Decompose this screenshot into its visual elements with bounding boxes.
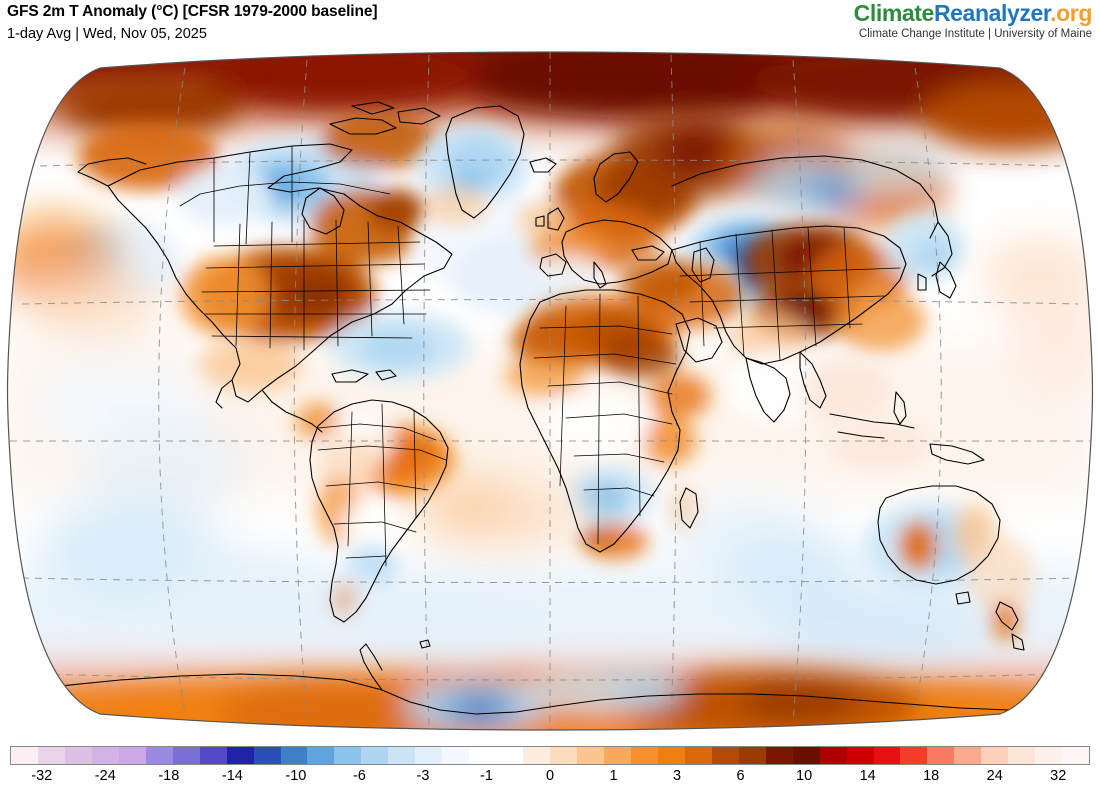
colorbar-tick-label: 14 (859, 768, 876, 784)
colorbar-swatch (657, 747, 685, 764)
colorbar-swatch (334, 747, 362, 764)
colorbar-swatch (253, 747, 281, 764)
colorbar-swatch (496, 747, 524, 764)
colorbar-swatch (873, 747, 901, 764)
colorbar-swatch (684, 747, 712, 764)
colorbar-tick-label: 6 (736, 768, 745, 784)
siberia-anomalies (610, 112, 950, 228)
colorbar-swatch (361, 747, 389, 764)
africa-anomalies (505, 257, 742, 559)
colorbar-tick-label: -1 (480, 768, 493, 784)
colorbar-swatch (550, 747, 578, 764)
colorbar-swatch (172, 747, 200, 764)
colorbar-swatch (1062, 747, 1090, 764)
colorbar-swatch (1008, 747, 1036, 764)
brand-affiliation: Climate Change Institute | University of… (858, 28, 1092, 40)
colorbar-swatch (280, 747, 308, 764)
colorbar-swatch (442, 747, 470, 764)
colorbar-tick-label: -14 (221, 768, 243, 784)
colorbar-tick-label: -3 (416, 768, 430, 784)
page-subtitle: 1-day Avg | Wed, Nov 05, 2025 (7, 26, 207, 42)
colorbar-swatch (11, 747, 38, 764)
colorbar-swatch (738, 747, 766, 764)
colorbar-tick-label: -18 (158, 768, 180, 784)
colorbar-tick-label: 3 (673, 768, 682, 784)
map-container[interactable] (0, 46, 1100, 736)
colorbar-tick-label: 10 (796, 768, 813, 784)
ocean-anomalies (7, 217, 1093, 667)
colorbar-swatch (765, 747, 793, 764)
colorbar-swatch (415, 747, 443, 764)
colorbar-swatch (145, 747, 173, 764)
coastlines (7, 101, 1093, 715)
colorbar-tick-label: -24 (94, 768, 116, 784)
colorbar-swatch (307, 747, 335, 764)
colorbar-swatch (37, 747, 65, 764)
colorbar-swatch (711, 747, 739, 764)
colorbar-swatch (954, 747, 982, 764)
header: GFS 2m T Anomaly (°C) [CFSR 1979-2000 ba… (0, 0, 1100, 50)
colorbar-swatch (927, 747, 955, 764)
colorbar-tick-label: 24 (986, 768, 1003, 784)
colorbar-swatch (981, 747, 1009, 764)
colorbar-swatch (792, 747, 820, 764)
brand-wordmark: ClimateReanalyzer.org (853, 0, 1093, 26)
colorbar-swatch (469, 747, 497, 764)
colorbar-swatch (523, 747, 551, 764)
colorbar[interactable] (10, 746, 1090, 765)
antarctica-anomalies (30, 670, 1070, 730)
page-title: GFS 2m T Anomaly (°C) [CFSR 1979-2000 ba… (7, 3, 378, 20)
colorbar-swatch (118, 747, 146, 764)
colorbar-tick-label: -6 (352, 768, 366, 784)
brand-climate: Climate (853, 0, 935, 26)
colorbar-swatch (91, 747, 119, 764)
colorbar-swatch (846, 747, 874, 764)
colorbar-swatch (603, 747, 631, 764)
brand-reanalyzer: Reanalyzer (933, 0, 1051, 26)
brand-logo[interactable]: ClimateReanalyzer.org Climate Change Ins… (853, 0, 1093, 41)
colorbar-tick-label: 32 (1050, 768, 1067, 784)
colorbar-ticks: -32 -24 -18 -14 -10 -6 -3 -1 0 1 3 6 10 14 18 24 32 (0, 768, 1100, 790)
colorbar-tick-label: 18 (923, 768, 940, 784)
colorbar-swatch (819, 747, 847, 764)
colorbar-swatch (64, 747, 92, 764)
colorbar-tick-label: -10 (285, 768, 307, 784)
colorbar-tick-label: -32 (31, 768, 53, 784)
australia-anomalies (830, 422, 1034, 641)
colorbar-swatch (226, 747, 254, 764)
colorbar-swatch (900, 747, 928, 764)
colorbar-swatch (630, 747, 658, 764)
south-america-anomalies (296, 403, 455, 622)
colorbar-tick-label: 0 (545, 768, 555, 784)
anomaly-map[interactable] (0, 46, 1100, 736)
colorbar-swatch (577, 747, 604, 764)
colorbar-swatch (388, 747, 416, 764)
colorbar-tick-label: 1 (609, 768, 618, 784)
colorbar-swatch (199, 747, 227, 764)
colorbar-swatch (1035, 747, 1063, 764)
brand-org: .org (1050, 0, 1092, 26)
anomaly-field (7, 52, 1093, 730)
